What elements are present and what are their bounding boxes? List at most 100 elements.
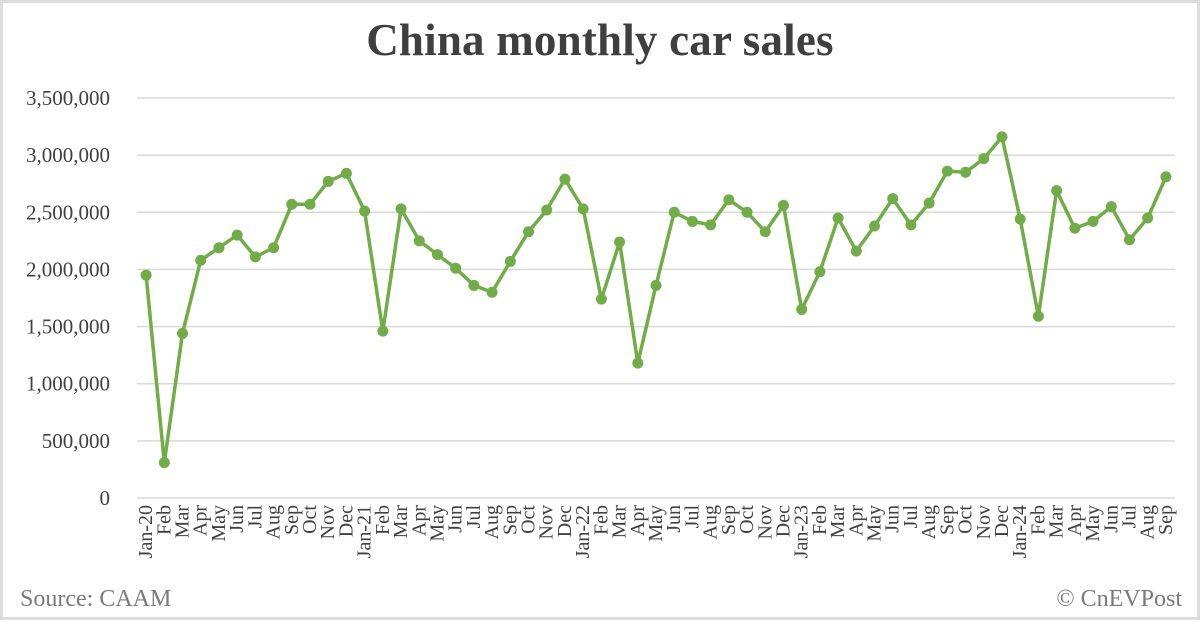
data-point-marker [268,242,280,254]
data-point-marker [468,279,480,291]
y-tick-label: 3,000,000 [26,143,110,167]
x-tick-label: Aug [918,505,940,539]
data-point-marker [978,153,990,165]
data-point-marker [1160,171,1172,183]
data-point-marker [523,226,535,238]
x-tick-label: Nov [317,505,339,539]
data-point-marker [777,199,789,211]
source-label: Source: CAAM [20,586,172,612]
x-tick-label: Jun [445,505,467,533]
data-point-marker [504,255,516,267]
y-axis-labels: 0 500,000 1,000,000 1,500,000 2,000,000 2,500… [26,86,110,510]
data-point-marker [996,131,1008,143]
data-point-marker [541,204,553,216]
x-tick-label: Mar [390,505,412,539]
x-tick-label: Jul [1118,505,1140,529]
data-point-marker [213,242,225,254]
data-point-marker [231,229,243,241]
x-tick-label: Oct [955,505,977,534]
data-point-marker [941,165,953,177]
y-tick-label: 500,000 [42,429,110,453]
x-tick-label: Jun [663,505,685,533]
x-tick-label: Feb [590,505,612,535]
x-tick-label: Mar [172,505,194,539]
data-point-marker [632,357,644,369]
data-point-marker [869,220,881,232]
x-tick-label: Sep [936,505,958,535]
x-tick-label: Sep [1155,505,1177,535]
data-point-marker [177,327,189,339]
data-point-marker [1069,222,1081,234]
x-tick-label: Jul [244,505,266,529]
x-tick-label: Nov [754,505,776,539]
data-point-marker [1032,310,1044,322]
x-tick-label: May [645,505,667,542]
x-tick-label: Dec [335,505,357,537]
data-point-marker [650,279,662,291]
x-tick-label: Feb [372,505,394,535]
x-tick-label: Mar [827,505,849,539]
data-point-marker [741,206,753,218]
x-tick-label: Feb [153,505,175,535]
x-tick-label: Apr [1064,505,1086,536]
x-tick-label: Jul [681,505,703,529]
x-tick-label: Dec [991,505,1013,537]
series-line [144,135,1168,465]
data-point-marker [249,251,261,263]
x-tick-label: Apr [190,505,212,536]
x-tick-label: Jan-20 [135,505,157,558]
data-point-marker [595,293,607,305]
x-tick-label: Jan-22 [572,505,594,558]
x-tick-label: Nov [973,505,995,539]
x-tick-label: Oct [299,505,321,534]
y-tick-label: 0 [100,486,111,510]
x-tick-label: Dec [554,505,576,537]
data-point-marker [614,236,626,248]
data-point-marker [759,226,771,238]
data-point-marker [486,286,498,298]
data-point-marker [577,203,589,215]
data-point-marker [1087,215,1099,227]
x-tick-label: Mar [609,505,631,539]
x-tick-label: May [208,505,230,542]
x-tick-label: Jan-21 [354,505,376,558]
x-tick-label: Aug [1137,505,1159,539]
x-tick-label: Feb [809,505,831,535]
x-tick-label: Sep [718,505,740,535]
data-point-marker [686,215,698,227]
data-point-marker [304,198,316,210]
x-tick-label: Jun [882,505,904,533]
x-tick-label: Jan-24 [1009,505,1031,558]
data-point-marker [413,235,425,247]
data-point-marker [705,219,717,231]
x-tick-label: Jul [463,505,485,529]
data-point-marker [850,245,862,257]
data-point-marker [814,266,826,278]
x-tick-label: Oct [736,505,758,534]
x-tick-label: Aug [481,505,503,539]
data-point-marker [359,205,371,217]
credit-label: © CnEVPost [1056,586,1182,612]
data-point-marker [1014,213,1026,225]
data-point-marker [723,194,735,206]
data-point-marker [286,198,298,210]
x-tick-label: Dec [772,505,794,537]
data-point-marker [1123,234,1135,246]
data-point-marker [668,206,680,218]
x-tick-label: May [864,505,886,542]
data-point-marker [960,166,972,178]
x-tick-label: Jan-23 [791,505,813,558]
x-tick-label: Feb [1027,505,1049,535]
data-point-marker [1142,212,1154,224]
data-point-marker [195,254,207,266]
x-tick-label: Nov [536,505,558,539]
data-point-marker [158,457,170,469]
gridlines [137,97,1175,499]
y-tick-label: 2,000,000 [26,257,110,281]
data-point-marker [377,325,389,337]
data-point-marker [559,173,571,185]
data-point-marker [140,269,152,281]
x-tick-label: Aug [700,505,722,539]
x-tick-label: Aug [263,505,285,539]
